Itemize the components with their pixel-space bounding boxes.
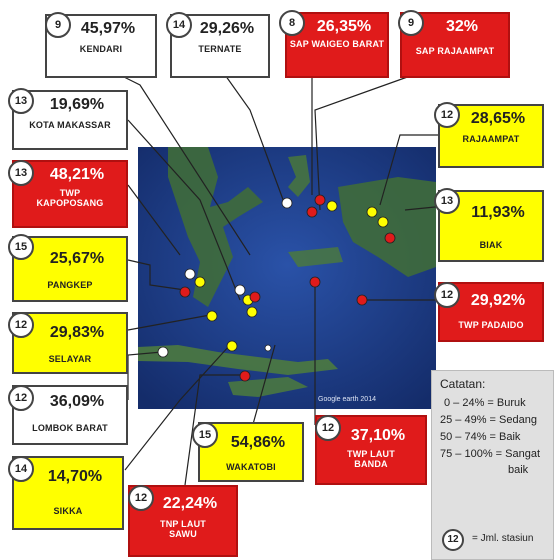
legend-badge: 12	[442, 529, 464, 551]
station-count-badge: 13	[8, 88, 34, 114]
station-count-badge: 15	[8, 234, 34, 260]
legend-badge-note: = Jml. stasiun	[472, 533, 534, 544]
station-value: 29,26%	[199, 20, 255, 37]
station-value: 36,09%	[49, 393, 105, 410]
station-kota-makassar: 19,69% KOTA MAKASSAR	[12, 90, 128, 150]
station-value: 14,70%	[47, 468, 103, 485]
station-kendari: 45,97% KENDARI	[45, 14, 157, 78]
station-value: 11,93%	[471, 204, 525, 221]
station-name: TWP LAUT BANDA	[347, 449, 395, 469]
station-twp-kapoposang: 48,21% TWP KAPOPOSANG	[12, 160, 128, 228]
legend-row: 50 – 74% = Baik	[440, 431, 521, 443]
station-count-badge: 9	[398, 10, 424, 36]
station-name: TWP KAPOPOSANG	[36, 188, 104, 208]
station-twp-padaido: 29,92% TWP PADAIDO	[438, 282, 544, 342]
legend-row: 0 – 24% = Buruk	[444, 397, 526, 409]
station-value: 37,10%	[350, 427, 406, 444]
station-count-badge: 12	[8, 385, 34, 411]
station-count-badge: 14	[8, 456, 34, 482]
station-count-badge: 15	[192, 422, 218, 448]
station-value: 54,86%	[230, 434, 286, 451]
station-value: 29,92%	[470, 292, 526, 309]
station-value: 45,97%	[80, 20, 136, 37]
station-name: SAP WAIGEO BARAT	[289, 39, 385, 49]
station-count-badge: 12	[434, 102, 460, 128]
station-value: 22,24%	[162, 495, 218, 512]
station-count-badge: 14	[166, 12, 192, 38]
station-count-badge: 13	[8, 160, 34, 186]
station-count-badge: 8	[279, 10, 305, 36]
station-value: 19,69%	[49, 96, 105, 113]
station-name: SIKKA	[53, 506, 83, 516]
station-value: 48,21%	[49, 166, 105, 183]
station-name: SAP RAJAAMPAT	[415, 46, 495, 56]
station-count-badge: 12	[8, 312, 34, 338]
station-name: RAJAAMPAT	[462, 134, 520, 144]
station-name: PANGKEP	[47, 280, 93, 290]
station-value: 32%	[445, 18, 479, 35]
station-count-badge: 9	[45, 12, 71, 38]
station-name: TNP LAUT SAWU	[160, 519, 206, 539]
legend: Catatan: 0 – 24% = Buruk 25 – 49% = Seda…	[431, 370, 554, 560]
station-name: KOTA MAKASSAR	[29, 120, 111, 130]
station-count-badge: 12	[434, 282, 460, 308]
station-name: TERNATE	[198, 44, 242, 54]
station-name: TWP PADAIDO	[458, 320, 524, 330]
station-value: 28,65%	[470, 110, 526, 127]
station-twp-laut-banda: 37,10% TWP LAUT BANDA	[315, 415, 427, 485]
station-value: 25,67%	[49, 250, 105, 267]
station-name: SELAYAR	[48, 354, 92, 364]
station-name: LOMBOK BARAT	[32, 423, 108, 433]
map-credit: Google earth 2014	[318, 396, 376, 403]
station-name: WAKATOBI	[226, 462, 276, 472]
station-count-badge: 13	[434, 188, 460, 214]
legend-title: Catatan:	[440, 377, 486, 391]
legend-row: baik	[508, 464, 529, 476]
station-name: KENDARI	[79, 44, 123, 54]
station-value: 26,35%	[316, 18, 372, 35]
station-count-badge: 12	[128, 485, 154, 511]
station-value: 29,83%	[49, 324, 105, 341]
legend-row: 75 – 100% = Sangat	[440, 448, 540, 460]
station-name: BIAK	[479, 240, 503, 250]
station-count-badge: 12	[315, 415, 341, 441]
legend-row: 25 – 49% = Sedang	[440, 414, 537, 426]
